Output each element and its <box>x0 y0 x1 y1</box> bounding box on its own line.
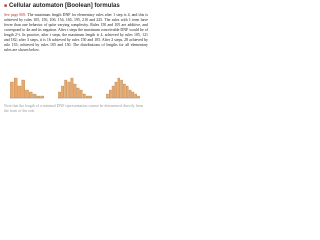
paragraph: See page 869. The maximum length DNF for… <box>4 13 148 53</box>
title: ■ Cellular automaton [Boolean] formulas <box>4 3 120 9</box>
bar <box>117 77 120 99</box>
bar <box>40 95 44 99</box>
bar <box>126 85 129 99</box>
bar <box>89 95 92 99</box>
bar <box>128 89 132 99</box>
bar <box>106 93 109 99</box>
bar <box>67 81 71 99</box>
bar <box>111 85 115 99</box>
bar <box>70 77 74 99</box>
bar <box>36 95 41 99</box>
bar <box>131 91 135 99</box>
bar <box>123 83 126 99</box>
bar <box>13 77 18 99</box>
bar <box>114 81 118 99</box>
title-text: Cellular automaton [Boolean] formulas <box>9 3 120 9</box>
bar <box>76 87 80 99</box>
figure <box>10 77 140 99</box>
bar <box>86 95 89 99</box>
bar <box>17 85 22 99</box>
bullet: ■ <box>4 3 8 9</box>
footer-text: Note that the length of a minimal DNF re… <box>4 104 144 113</box>
bar <box>58 91 61 99</box>
page-link[interactable]: See page 869. <box>4 13 27 17</box>
bar <box>32 93 37 99</box>
paragraph-text: The maximum length DNF for elementary ru… <box>4 13 149 52</box>
bar <box>10 81 14 99</box>
bar <box>82 93 86 99</box>
bar <box>25 89 29 99</box>
bar <box>120 79 123 99</box>
bar <box>73 83 77 99</box>
bar <box>109 89 112 99</box>
bar <box>64 79 68 99</box>
bar <box>29 91 33 99</box>
bar <box>134 93 137 99</box>
bar <box>137 95 140 99</box>
bar <box>21 79 25 99</box>
bar <box>79 89 83 99</box>
bar <box>61 85 64 99</box>
page: ■ Cellular automaton [Boolean] formulas S… <box>0 0 152 124</box>
